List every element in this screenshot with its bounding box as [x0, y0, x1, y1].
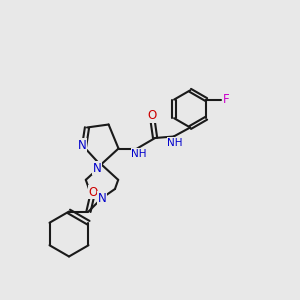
Text: N: N [98, 191, 106, 205]
Text: N: N [78, 139, 87, 152]
Text: O: O [88, 185, 98, 199]
Text: F: F [223, 93, 229, 106]
Text: NH: NH [167, 137, 183, 148]
Text: N: N [92, 161, 101, 175]
Text: NH: NH [131, 149, 147, 159]
Text: O: O [148, 109, 157, 122]
